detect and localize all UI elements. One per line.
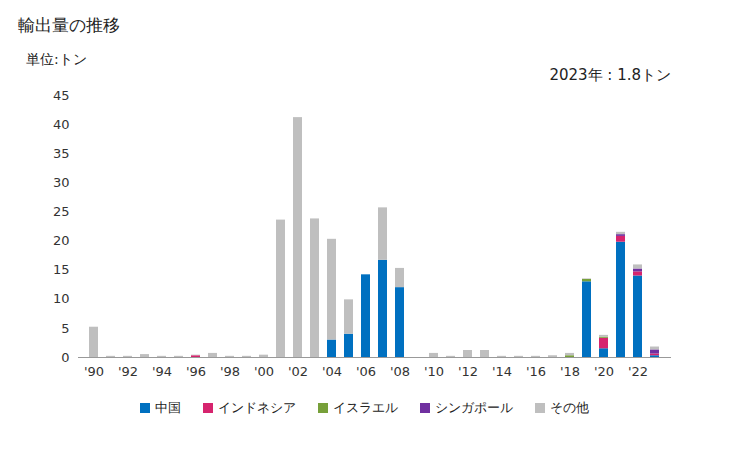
svg-text:5: 5 (61, 321, 69, 336)
svg-text:25: 25 (53, 204, 70, 219)
svg-text:'04: '04 (322, 364, 342, 379)
svg-text:10: 10 (53, 291, 70, 306)
svg-text:'92: '92 (118, 364, 138, 379)
svg-text:'18: '18 (560, 364, 580, 379)
svg-text:'94: '94 (152, 364, 172, 379)
svg-text:40: 40 (53, 117, 70, 132)
html-text:中国: 中国 (155, 400, 181, 415)
html-text:インドネシア: インドネシア (218, 400, 296, 415)
svg-text:'14: '14 (492, 364, 512, 379)
svg-text:'10: '10 (424, 364, 444, 379)
svg-text:'22: '22 (628, 364, 648, 379)
svg-text:0: 0 (61, 350, 69, 365)
svg-text:'90: '90 (84, 364, 104, 379)
svg-text:'02: '02 (288, 364, 308, 379)
html-text:イスラエル: イスラエル (333, 400, 398, 415)
svg-text:'96: '96 (186, 364, 206, 379)
svg-text:'98: '98 (220, 364, 240, 379)
svg-text:20: 20 (53, 233, 70, 248)
svg-text:30: 30 (53, 175, 70, 190)
html-text:その他: その他 (550, 400, 589, 415)
svg-text:'12: '12 (458, 364, 478, 379)
svg-text:'16: '16 (526, 364, 546, 379)
svg-text:35: 35 (53, 146, 70, 161)
svg-text:15: 15 (53, 262, 70, 277)
svg-text:'00: '00 (254, 364, 274, 379)
html-text:輸出量の推移: 輸出量の推移 (18, 15, 120, 35)
svg-text:45: 45 (53, 88, 70, 103)
html-text:2023年 : 1.8トン: 2023年 : 1.8トン (549, 66, 671, 84)
svg-text:'06: '06 (356, 364, 376, 379)
svg-text:'20: '20 (594, 364, 614, 379)
svg-text:'08: '08 (390, 364, 410, 379)
html-text:単位:トン: 単位:トン (26, 51, 87, 67)
html-text:シンガポール: シンガポール (435, 400, 513, 415)
